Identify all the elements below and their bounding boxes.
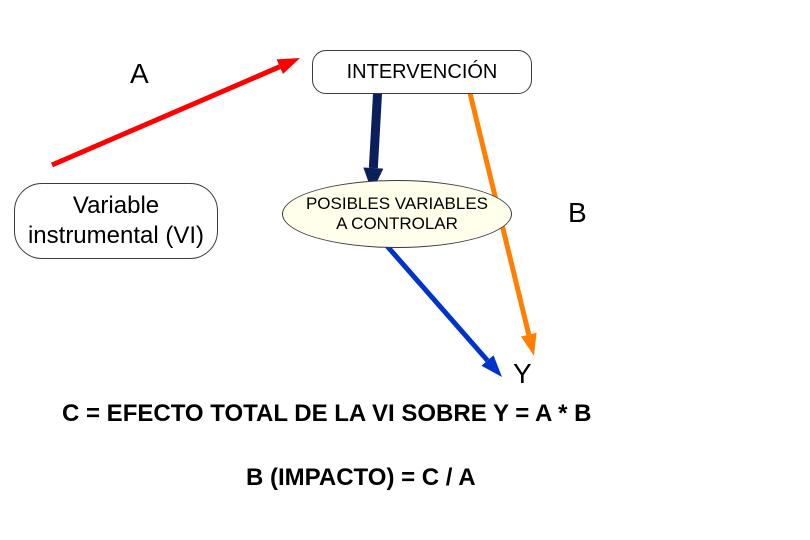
- equation-c: C = EFECTO TOTAL DE LA VI SOBRE Y = A * …: [62, 400, 591, 428]
- posvars-line1: POSIBLES VARIABLES: [306, 194, 488, 214]
- label-a: A: [130, 58, 149, 90]
- node-posibles-variables: POSIBLES VARIABLES A CONTROLAR: [282, 180, 512, 248]
- node-variable-instrumental: Variable instrumental (VI): [14, 183, 218, 259]
- posvars-line2: A CONTROLAR: [336, 214, 458, 234]
- vi-line1: Variable: [73, 191, 159, 221]
- label-y: Y: [513, 358, 532, 390]
- label-b: B: [568, 197, 587, 229]
- vi-line2: instrumental (VI): [28, 221, 204, 251]
- equation-b: B (IMPACTO) = C / A: [246, 464, 476, 492]
- diagram-canvas: A INTERVENCIÓN Variable instrumental (VI…: [0, 0, 810, 540]
- node-intervencion: INTERVENCIÓN: [312, 50, 532, 94]
